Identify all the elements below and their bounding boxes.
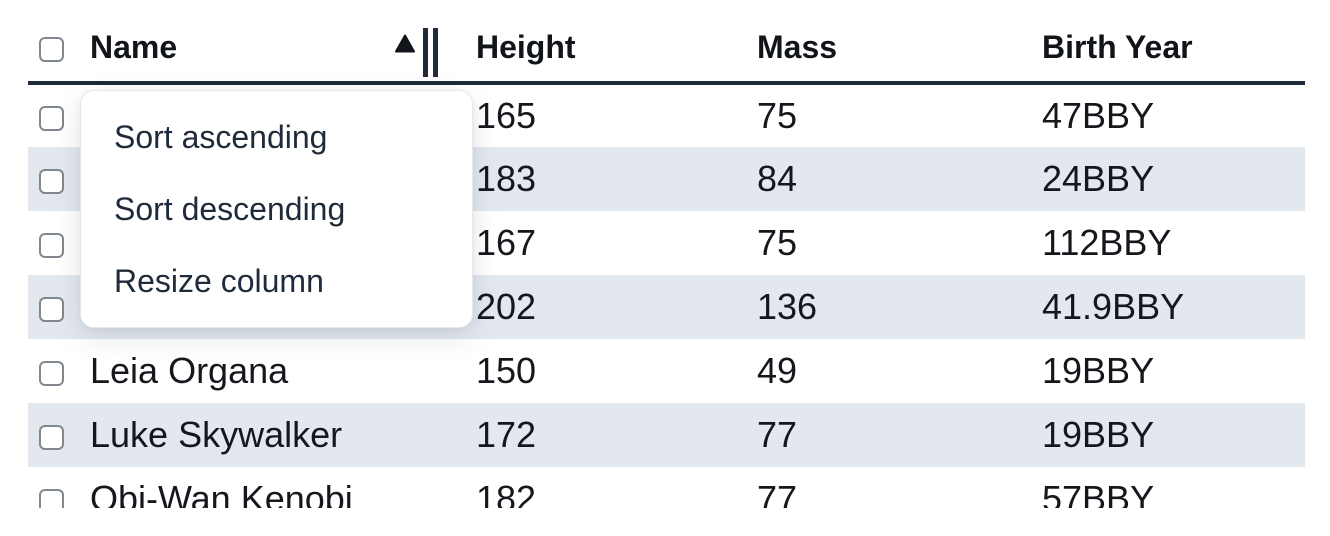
- cell-birth-year: 41.9BBY: [1042, 286, 1185, 327]
- sort-ascending-icon: [395, 34, 415, 53]
- cell-name: Leia Organa: [90, 350, 289, 391]
- column-header-birth-year[interactable]: Birth Year: [1042, 0, 1305, 85]
- cell-height: 150: [476, 350, 537, 391]
- cell-height: 182: [476, 478, 537, 508]
- data-table-container: Name Height Mass Birth Year: [28, 0, 1305, 508]
- column-header-birth-year-label: Birth Year: [1042, 29, 1193, 65]
- row-checkbox[interactable]: [39, 488, 64, 508]
- table-row: 165 75 47BBY: [28, 83, 1305, 147]
- row-checkbox[interactable]: [39, 168, 64, 194]
- column-resize-handle-icon[interactable]: [423, 28, 438, 77]
- column-header-height-label: Height: [476, 29, 576, 65]
- table-row: Leia Organa 150 49 19BBY: [28, 339, 1305, 403]
- row-checkbox-cell: [28, 403, 90, 467]
- row-checkbox-cell: [28, 147, 90, 211]
- cell-birth-year: 19BBY: [1042, 350, 1155, 391]
- cell-mass: 75: [757, 222, 798, 263]
- row-checkbox-cell: [28, 467, 90, 508]
- table-row: 167 75 112BBY: [28, 211, 1305, 275]
- select-all-checkbox[interactable]: [39, 37, 64, 63]
- cell-mass: 84: [757, 158, 798, 199]
- row-checkbox[interactable]: [39, 360, 64, 386]
- table-row: Luke Skywalker 172 77 19BBY: [28, 403, 1305, 467]
- row-checkbox[interactable]: [39, 105, 64, 131]
- cell-birth-year: 57BBY: [1042, 478, 1155, 508]
- column-header-mass[interactable]: Mass: [757, 0, 1042, 85]
- menu-item-sort-ascending[interactable]: Sort ascending: [114, 118, 328, 155]
- row-checkbox[interactable]: [39, 296, 64, 322]
- row-checkbox-cell: [28, 83, 90, 147]
- cell-birth-year: 24BBY: [1042, 158, 1155, 199]
- cell-mass: 136: [757, 286, 818, 327]
- menu-item-resize-column[interactable]: Resize column: [114, 262, 324, 299]
- menu-item-sort-descending[interactable]: Sort descending: [114, 190, 346, 227]
- cell-height: 183: [476, 158, 537, 199]
- row-checkbox-cell: [28, 211, 90, 275]
- row-checkbox-cell: [28, 339, 90, 403]
- characters-table: Name Height Mass Birth Year: [28, 0, 1305, 508]
- cell-height: 172: [476, 414, 537, 455]
- cell-birth-year: 47BBY: [1042, 95, 1155, 136]
- cell-name: Obi-Wan Kenobi: [90, 478, 353, 508]
- column-header-name-label: Name: [90, 29, 178, 65]
- cell-birth-year: 19BBY: [1042, 414, 1155, 455]
- cell-height: 167: [476, 222, 537, 263]
- cell-height: 165: [476, 95, 537, 136]
- cell-birth-year: 112BBY: [1042, 222, 1172, 263]
- table-row: Obi-Wan Kenobi 182 77 57BBY: [28, 467, 1305, 508]
- header-checkbox-cell: [28, 0, 90, 85]
- cell-mass: 75: [757, 95, 798, 136]
- cell-mass: 77: [757, 414, 798, 455]
- cell-height: 202: [476, 286, 537, 327]
- row-checkbox[interactable]: [39, 232, 64, 258]
- cell-name: Luke Skywalker: [90, 414, 343, 455]
- column-context-menu: Sort ascending Sort descending Resize co…: [80, 90, 473, 328]
- cell-mass: 49: [757, 350, 798, 391]
- row-checkbox[interactable]: [39, 424, 64, 450]
- cell-mass: 77: [757, 478, 798, 508]
- header-row: Name Height Mass Birth Year: [28, 0, 1305, 85]
- column-header-name[interactable]: Name: [90, 0, 476, 85]
- column-header-height[interactable]: Height: [476, 0, 757, 85]
- column-header-mass-label: Mass: [757, 29, 838, 65]
- row-checkbox-cell: [28, 275, 90, 339]
